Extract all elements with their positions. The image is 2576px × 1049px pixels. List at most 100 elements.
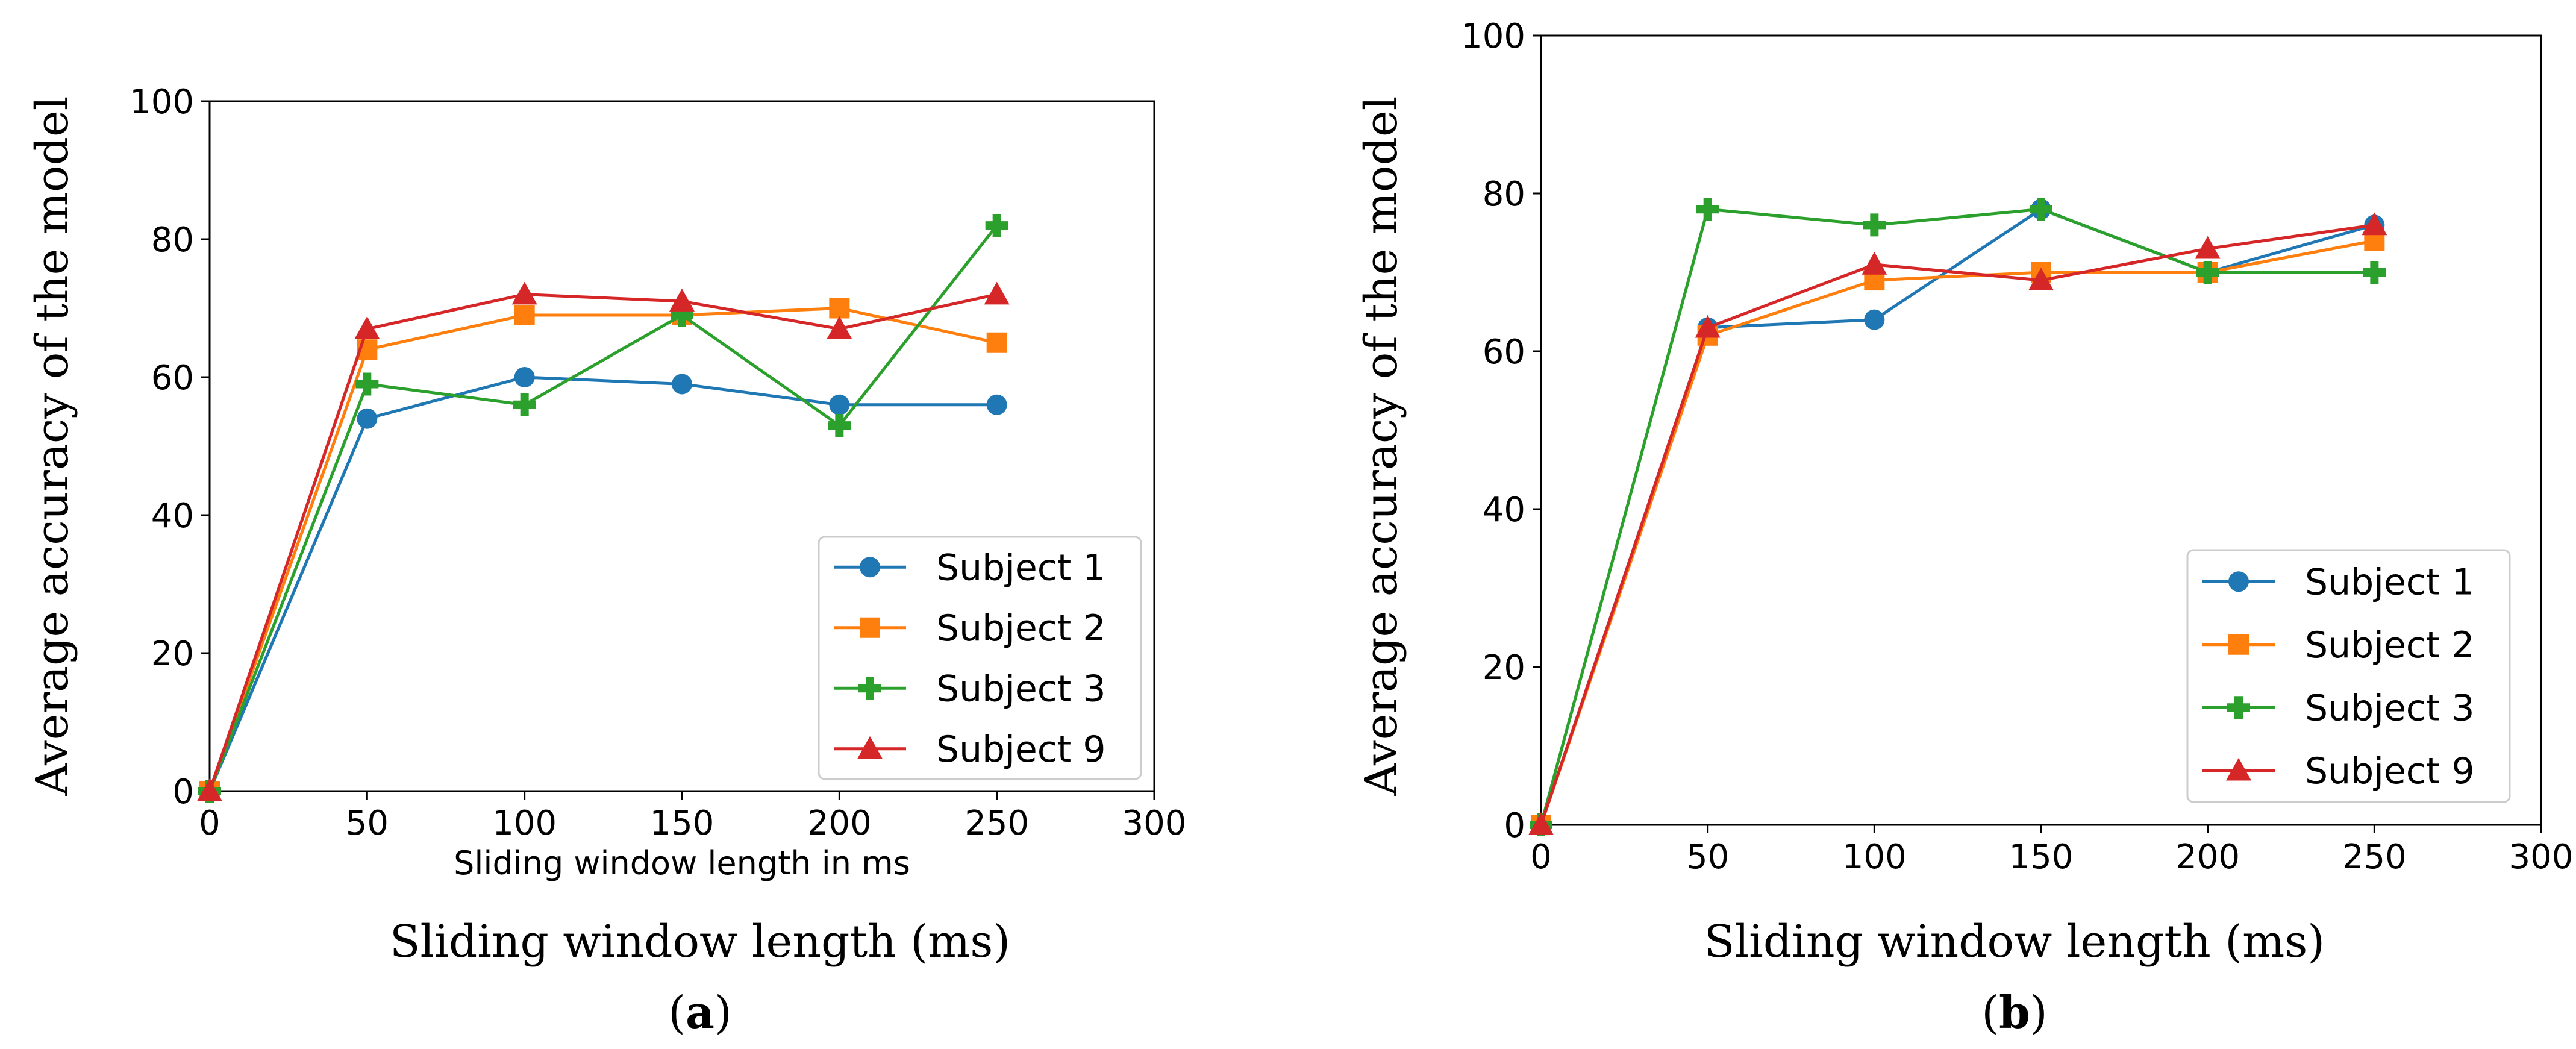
legend-item: Subject 3: [2202, 687, 2475, 729]
data-point: [197, 778, 222, 801]
data-point: [827, 316, 852, 339]
caption-part: ): [2030, 987, 2048, 1039]
data-point: [672, 374, 692, 395]
data-point: [2030, 198, 2052, 221]
legend-marker: [858, 677, 881, 700]
caption-part: (: [668, 987, 686, 1039]
data-point: [355, 372, 379, 396]
legend-box: [818, 536, 1142, 780]
legend-item: Subject 2: [2202, 624, 2475, 666]
y-tick-label: 0: [172, 772, 194, 812]
data-point: [1864, 309, 1885, 330]
legend-marker: [2228, 571, 2249, 592]
data-point: [985, 214, 1008, 237]
y-tick-label: 100: [1461, 17, 1525, 56]
legend-label: Subject 3: [2305, 687, 2475, 729]
x-tick-label: 200: [2175, 838, 2240, 877]
legend-label: Subject 1: [2305, 561, 2475, 603]
legend-label: Subject 2: [2305, 624, 2475, 666]
data-point: [828, 414, 851, 437]
caption-part: (: [1981, 987, 1999, 1039]
data-point: [984, 281, 1010, 305]
legend-item: Subject 1: [2202, 561, 2475, 603]
data-point: [986, 332, 1007, 353]
series-subject-9: [197, 281, 1010, 801]
y-tick-label: 40: [151, 496, 194, 536]
series-line: [1539, 239, 2375, 825]
y-tick-label: 80: [151, 221, 194, 260]
y-tick-label: 40: [1483, 490, 1525, 530]
legend-label: Subject 2: [936, 607, 1106, 650]
x-tick-label: 300: [1122, 804, 1187, 843]
data-point: [2196, 261, 2219, 284]
x-axis-label-inner: Sliding window length in ms: [454, 844, 910, 882]
legend-item: Subject 3: [834, 668, 1106, 710]
y-tick-label: 20: [1483, 648, 1525, 687]
caption-part: a: [686, 987, 714, 1039]
x-tick-label: 100: [492, 804, 557, 843]
data-point: [986, 394, 1007, 415]
x-tick-label: 150: [650, 804, 714, 843]
legend-item: Subject 9: [834, 728, 1106, 771]
data-point: [669, 289, 695, 312]
legend: Subject 1 Subject 2 Subject 3 Subject 9: [2186, 549, 2511, 803]
x-axis-label: Sliding window length (ms): [1704, 916, 2325, 968]
y-axis-label: Average accuracy of the model: [27, 96, 78, 797]
data-point: [514, 367, 535, 387]
x-tick-label: 50: [346, 804, 389, 843]
legend-box: [2186, 549, 2511, 803]
data-point: [829, 394, 850, 415]
legend-item: Subject 2: [834, 607, 1106, 650]
x-tick-label: 250: [964, 804, 1029, 843]
legend-label: Subject 1: [936, 546, 1106, 589]
data-point: [1695, 315, 1721, 338]
legend-marker: [860, 557, 880, 578]
legend-label: Subject 9: [2305, 750, 2475, 792]
legend-item: Subject 1: [834, 546, 1106, 589]
x-tick-label: 200: [807, 804, 872, 843]
data-point: [357, 408, 378, 429]
data-point: [513, 393, 536, 416]
legend-item: Subject 9: [2202, 750, 2475, 792]
legend-marker: [857, 736, 883, 759]
y-tick-label: 100: [130, 83, 194, 122]
y-tick-label: 80: [1483, 175, 1525, 214]
data-point: [2362, 212, 2387, 236]
series-line: [1539, 223, 2375, 825]
panel-caption: (a): [668, 987, 732, 1039]
x-tick-label: 150: [2009, 838, 2074, 877]
x-tick-label: 300: [2509, 838, 2574, 877]
y-tick-label: 60: [1483, 333, 1525, 372]
series-line: [208, 375, 997, 792]
x-tick-label: 0: [199, 804, 220, 843]
data-point: [514, 304, 535, 325]
data-point: [1528, 812, 1554, 835]
x-tick-label: 0: [1530, 838, 1552, 877]
data-point: [1862, 251, 1887, 275]
x-axis-label: Sliding window length (ms): [390, 916, 1010, 968]
caption-part: ): [714, 987, 732, 1039]
y-axis-label: Average accuracy of the model: [1355, 96, 1407, 797]
series-line: [208, 224, 998, 792]
data-point: [671, 303, 693, 327]
legend-marker: [2228, 634, 2249, 655]
y-tick-label: 20: [151, 634, 194, 674]
series-subject-9: [1528, 212, 2387, 835]
legend-label: Subject 9: [936, 728, 1106, 771]
series-line: [208, 306, 998, 792]
series-line: [208, 293, 998, 792]
legend-label: Subject 3: [936, 668, 1106, 710]
y-tick-label: 60: [151, 359, 194, 398]
series-line: [1539, 207, 2375, 825]
x-tick-label: 250: [2342, 838, 2407, 877]
panel-caption: (b): [1981, 987, 2048, 1039]
data-point: [2363, 261, 2386, 284]
data-point: [2028, 268, 2054, 290]
caption-part: b: [1999, 987, 2030, 1039]
legend-marker: [860, 617, 880, 638]
data-point: [1696, 198, 1719, 221]
legend-marker: [2226, 757, 2251, 781]
x-tick-label: 50: [1686, 838, 1729, 877]
